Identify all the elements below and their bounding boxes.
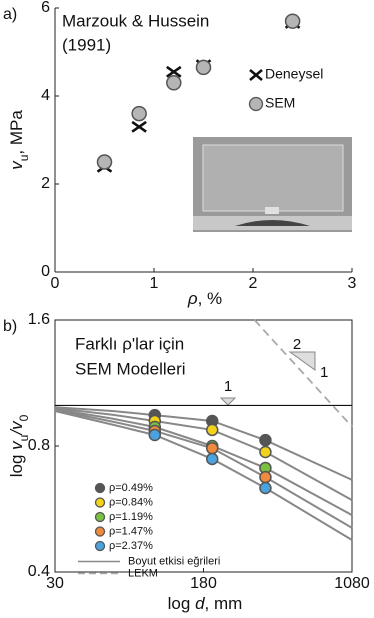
circle-marker <box>132 107 146 121</box>
circle-marker <box>207 424 218 435</box>
y-tick-label: 6 <box>41 0 50 16</box>
y-tick-label: 0 <box>41 263 50 280</box>
legend-label: ρ=0.84% <box>109 496 153 508</box>
chart-title: Farklı ρ'lar için <box>75 334 184 353</box>
legend-label: ρ=0.49% <box>109 482 153 494</box>
panel-label: b) <box>3 318 17 335</box>
circle-marker <box>167 76 181 90</box>
x-axis-label: ρ, % <box>187 289 222 308</box>
legend-label: SEM <box>265 95 295 111</box>
label-part: ρ <box>187 289 198 308</box>
legend-label: Deneysel <box>265 66 323 82</box>
annotation: 2 <box>293 336 301 353</box>
annotation: 1 <box>320 364 328 381</box>
circle-marker <box>207 443 218 454</box>
circle-marker <box>260 447 271 458</box>
circle-marker <box>260 472 271 483</box>
x-tick-label: 2 <box>249 275 258 292</box>
label-part: 0 <box>17 414 31 421</box>
legend-marker <box>96 527 105 536</box>
circle-marker <box>197 60 211 74</box>
legend-marker <box>96 513 105 522</box>
legend-label: ρ=1.47% <box>109 525 153 537</box>
legend-marker <box>96 498 105 507</box>
y-tick-label: 1.6 <box>28 311 50 328</box>
label-part: , mm <box>205 594 243 613</box>
circle-marker <box>260 435 271 446</box>
x-axis-label: log d, mm <box>168 594 243 613</box>
label-part: , % <box>198 289 223 308</box>
legend-marker <box>96 542 105 551</box>
annotation: 1 <box>224 378 232 395</box>
chart-title: SEM Modelleri <box>75 359 186 378</box>
y-tick-label: 0.4 <box>28 563 50 580</box>
circle-marker <box>286 14 300 28</box>
chart-title: Marzouk & Hussein <box>62 11 209 30</box>
slope-triangle <box>290 352 315 370</box>
panel-label: a) <box>3 6 17 23</box>
y-tick-label: 4 <box>41 87 50 104</box>
label-part: u <box>17 155 31 162</box>
circle-marker <box>149 429 160 440</box>
inset-image <box>193 137 352 232</box>
legend-marker <box>96 484 105 493</box>
circle-marker <box>207 453 218 464</box>
x-tick-label: 0 <box>51 275 60 292</box>
x-tick-label: 180 <box>190 575 217 592</box>
legend-label: LEKM <box>128 567 158 579</box>
y-axis-label: vu, MPa <box>7 110 31 170</box>
circle-marker <box>98 155 112 169</box>
y-tick-label: 2 <box>41 175 50 192</box>
x-tick-label: 1080 <box>334 575 370 592</box>
figure: 2 1 1 a) 0 1 2 3 0 2 4 6 Marzouk & Hussein (1991) ρ… <box>0 0 374 618</box>
x-tick-label: 1 <box>150 275 159 292</box>
slope-triangle <box>221 398 235 405</box>
x-marker <box>132 122 146 132</box>
label-part: , MPa <box>7 110 26 155</box>
lekm-line <box>254 320 352 427</box>
chart-title: (1991) <box>62 35 111 54</box>
legend-label: Boyut etkisi eğrileri <box>128 555 220 567</box>
label-part: u <box>17 435 31 442</box>
legend-marker <box>250 70 262 80</box>
circle-marker <box>260 482 271 493</box>
x-tick-label: 3 <box>348 275 357 292</box>
label-part: log <box>168 594 195 613</box>
legend-label: ρ=1.19% <box>109 511 153 523</box>
legend-label: ρ=2.37% <box>109 540 153 552</box>
label-part: log <box>7 450 26 477</box>
legend-marker <box>250 98 263 111</box>
marker <box>132 122 146 132</box>
